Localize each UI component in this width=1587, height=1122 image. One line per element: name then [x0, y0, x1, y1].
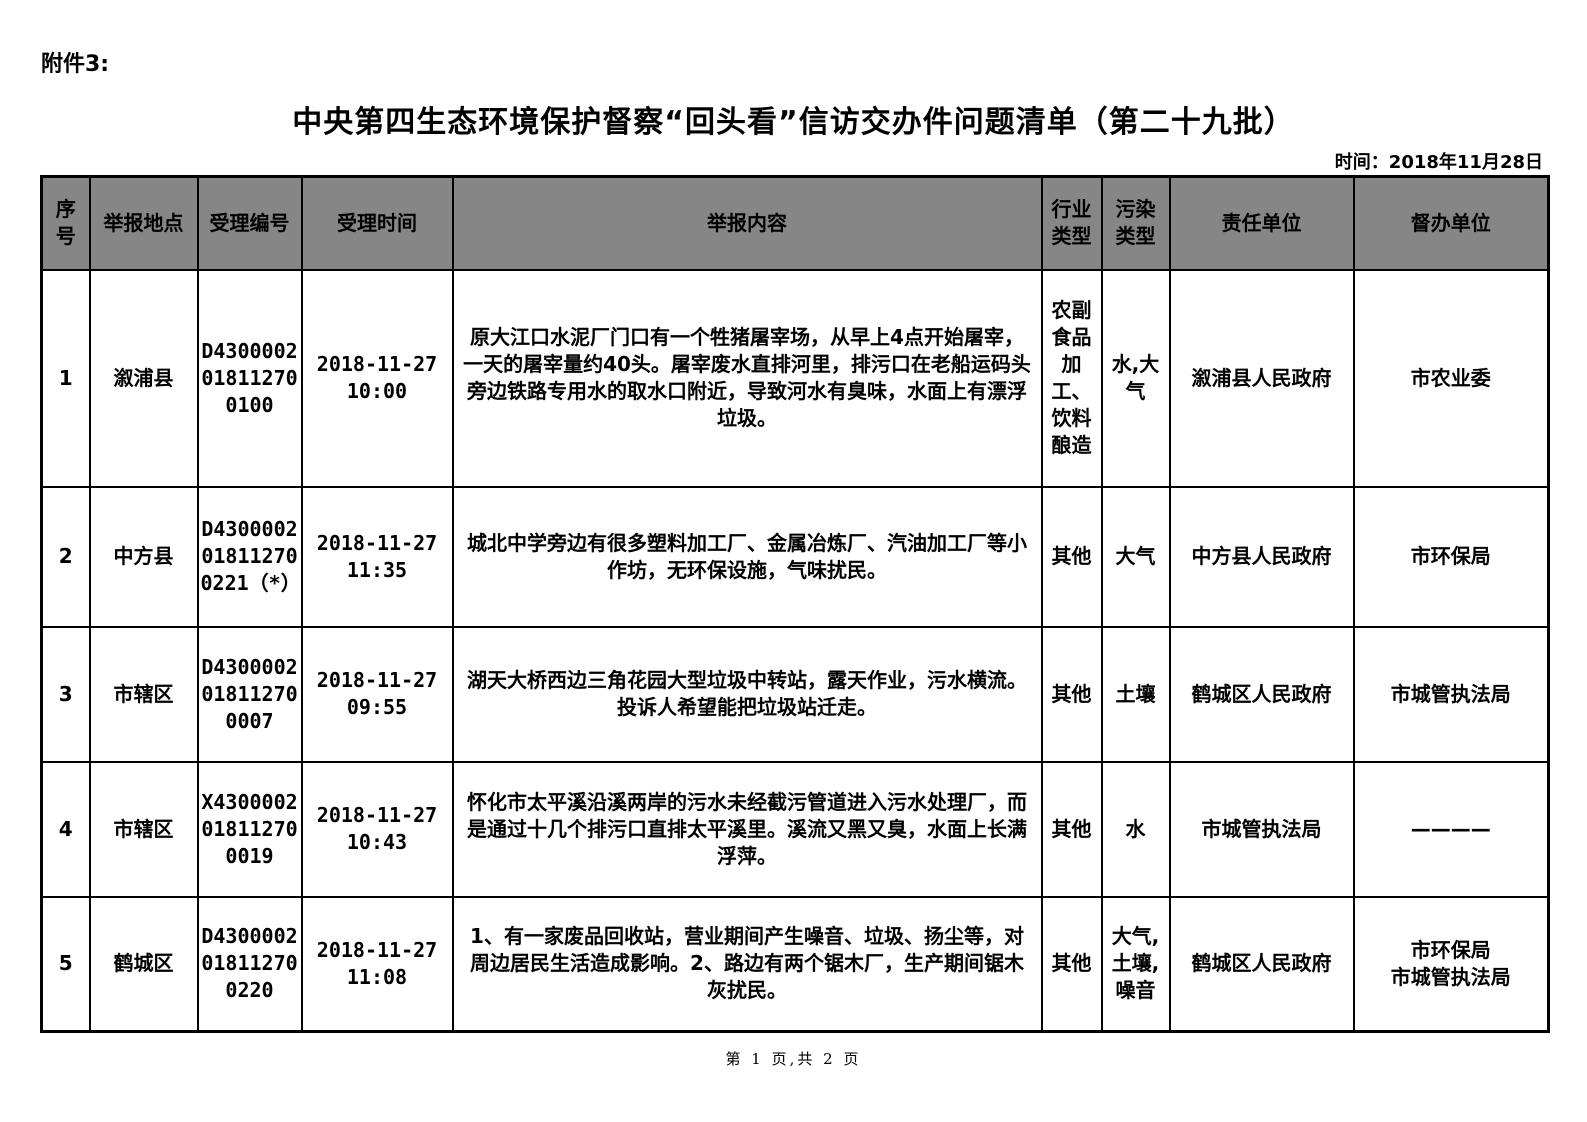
cell-industry: 其他 — [1040, 625, 1103, 763]
cell-accept-time: 2018-11-27 10:00 — [300, 268, 454, 488]
cell-accept-time: 2018-11-27 10:43 — [300, 760, 454, 898]
table-row: 4 市辖区 X4300002018112700019 2018-11-27 10… — [40, 760, 1550, 898]
page-number-footer: 第 1 页,共 2 页 — [725, 1050, 862, 1068]
cell-responsible-unit: 中方县人民政府 — [1168, 485, 1355, 628]
cell-case-id: X4300002018112700019 — [196, 760, 303, 898]
date-line: 时间：2018年11月28日 — [1334, 152, 1543, 173]
page-title: 中央第四生态环境保护督察“回头看”信访交办件问题清单（第二十九批） — [292, 105, 1295, 140]
table-row: 1 溆浦县 D4300002018112700100 2018-11-27 10… — [40, 268, 1550, 488]
cell-industry: 其他 — [1040, 485, 1103, 628]
cell-industry: 其他 — [1040, 760, 1103, 898]
cell-industry: 其他 — [1040, 895, 1103, 1033]
cell-accept-time: 2018-11-27 09:55 — [300, 625, 454, 763]
cell-location: 市辖区 — [88, 625, 199, 763]
cell-location: 鹤城区 — [88, 895, 199, 1033]
cell-pollution: 大气 — [1100, 485, 1171, 628]
cell-pollution: 水,大气 — [1100, 268, 1171, 488]
table-row: 2 中方县 D4300002018112700221（*） 2018-11-27… — [40, 485, 1550, 628]
cell-serial: 5 — [40, 895, 91, 1033]
cell-responsible-unit: 鹤城区人民政府 — [1168, 895, 1355, 1033]
table-row: 5 鹤城区 D4300002018112700220 2018-11-27 11… — [40, 895, 1550, 1033]
cell-location: 中方县 — [88, 485, 199, 628]
cell-pollution: 水 — [1100, 760, 1171, 898]
cell-serial: 2 — [40, 485, 91, 628]
column-header-case-id: 受理编号 — [196, 175, 303, 271]
cell-industry: 农副食品加工、饮料酿造 — [1040, 268, 1103, 488]
cell-supervising-unit: ———— — [1352, 760, 1550, 898]
cell-supervising-unit: 市环保局 市城管执法局 — [1352, 895, 1550, 1033]
cell-responsible-unit: 鹤城区人民政府 — [1168, 625, 1355, 763]
cell-responsible-unit: 溆浦县人民政府 — [1168, 268, 1355, 488]
cell-pollution: 土壤 — [1100, 625, 1171, 763]
cell-accept-time: 2018-11-27 11:08 — [300, 895, 454, 1033]
column-header-industry: 行业类型 — [1040, 175, 1103, 271]
column-header-serial: 序号 — [40, 175, 91, 271]
cell-content: 1、有一家废品回收站，营业期间产生噪音、垃圾、扬尘等，对周边居民生活造成影响。2… — [451, 895, 1043, 1033]
cell-serial: 1 — [40, 268, 91, 488]
cell-location: 溆浦县 — [88, 268, 199, 488]
table-row: 3 市辖区 D4300002018112700007 2018-11-27 09… — [40, 625, 1550, 763]
cell-supervising-unit: 市农业委 — [1352, 268, 1550, 488]
table-header-row: 序号 举报地点 受理编号 受理时间 举报内容 行业类型 污染类型 责任单位 督办… — [40, 175, 1550, 271]
cell-location: 市辖区 — [88, 760, 199, 898]
column-header-pollution: 污染类型 — [1100, 175, 1171, 271]
cell-case-id: D4300002018112700007 — [196, 625, 303, 763]
complaint-table: 序号 举报地点 受理编号 受理时间 举报内容 行业类型 污染类型 责任单位 督办… — [40, 175, 1550, 1033]
column-header-accept-time: 受理时间 — [300, 175, 454, 271]
cell-supervising-unit: 市环保局 — [1352, 485, 1550, 628]
cell-responsible-unit: 市城管执法局 — [1168, 760, 1355, 898]
attachment-label: 附件3: — [41, 52, 110, 77]
cell-serial: 4 — [40, 760, 91, 898]
column-header-content: 举报内容 — [451, 175, 1043, 271]
column-header-supervising-unit: 督办单位 — [1352, 175, 1550, 271]
cell-supervising-unit: 市城管执法局 — [1352, 625, 1550, 763]
cell-case-id: D4300002018112700220 — [196, 895, 303, 1033]
column-header-responsible-unit: 责任单位 — [1168, 175, 1355, 271]
cell-content: 城北中学旁边有很多塑料加工厂、金属冶炼厂、汽油加工厂等小作坊，无环保设施，气味扰… — [451, 485, 1043, 628]
cell-content: 原大江口水泥厂门口有一个牲猪屠宰场，从早上4点开始屠宰，一天的屠宰量约40头。屠… — [451, 268, 1043, 488]
cell-content: 怀化市太平溪沿溪两岸的污水未经截污管道进入污水处理厂，而是通过十几个排污口直排太… — [451, 760, 1043, 898]
cell-content: 湖天大桥西边三角花园大型垃圾中转站，露天作业，污水横流。投诉人希望能把垃圾站迁走… — [451, 625, 1043, 763]
cell-case-id: D4300002018112700221（*） — [196, 485, 303, 628]
column-header-location: 举报地点 — [88, 175, 199, 271]
cell-serial: 3 — [40, 625, 91, 763]
cell-pollution: 大气,土壤,噪音 — [1100, 895, 1171, 1033]
cell-case-id: D4300002018112700100 — [196, 268, 303, 488]
cell-accept-time: 2018-11-27 11:35 — [300, 485, 454, 628]
